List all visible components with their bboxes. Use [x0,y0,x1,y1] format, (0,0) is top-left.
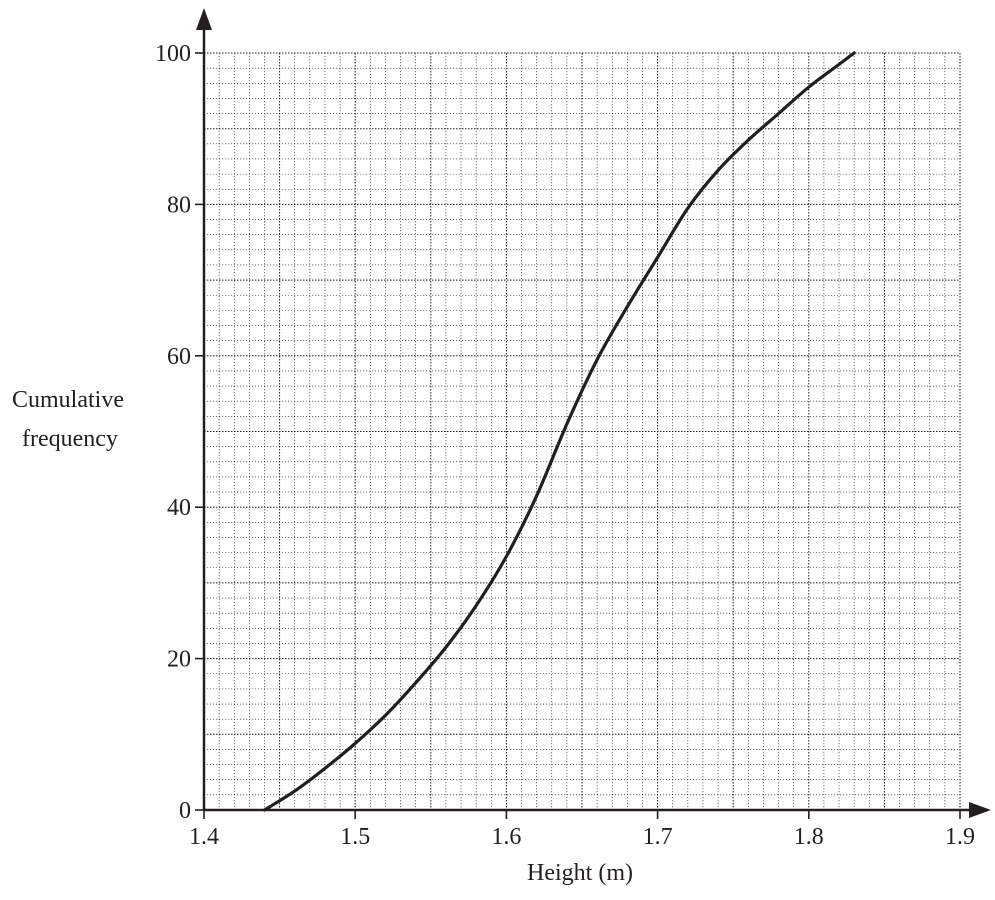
ticks: 1.4 1.5 1.6 1.7 1.8 1.9 0 20 40 60 80 100 [155,41,975,850]
y-tick-label: 20 [167,647,191,673]
grid [204,52,961,810]
x-axis-arrowhead [969,802,991,818]
y-axis-label-line-2: frequency [22,426,118,452]
x-axis-label: Height (m) [527,860,633,886]
x-tick-label: 1.9 [945,824,975,850]
y-tick-label: 40 [167,495,191,521]
cumulative-frequency-curve [262,51,856,812]
y-tick-label: 80 [167,192,191,218]
x-tick-label: 1.6 [491,824,521,850]
y-tick-label: 100 [155,41,191,67]
x-tick-label: 1.7 [643,824,673,850]
y-tick-label: 0 [179,798,191,824]
y-tick-label: 60 [167,344,191,370]
x-tick-label: 1.4 [189,824,219,850]
x-tick-label: 1.5 [340,824,370,850]
y-axis-label-line-1: Cumulative [12,387,124,413]
axes [196,8,991,818]
x-tick-label: 1.8 [794,824,824,850]
y-axis-arrowhead [196,8,212,30]
